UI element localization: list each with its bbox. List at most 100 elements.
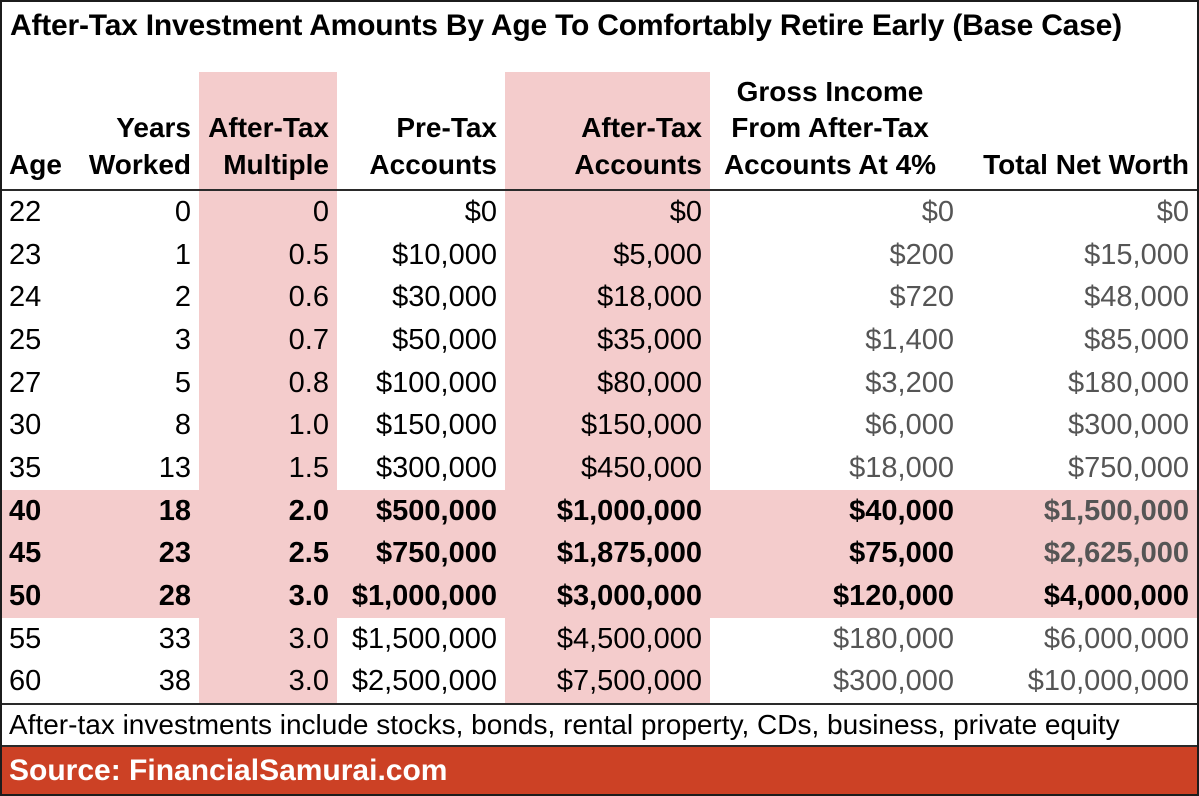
table-cell-years_worked: 38 <box>158 665 191 698</box>
table-cell-gross_income_4pct: $1,400 <box>865 323 954 356</box>
table-cell-after_tax_multiple: 2.5 <box>199 532 337 576</box>
table-cell-pre_tax_accounts: $50,000 <box>392 323 497 356</box>
table-cell-pre_tax_accounts: $100,000 <box>376 366 497 399</box>
table-cell-after_tax_multiple: 0.6 <box>199 276 337 320</box>
column-header-gross-income: Gross Income From After-Tax Accounts At … <box>723 75 937 180</box>
table-cell-after_tax_multiple: 0.7 <box>199 319 337 362</box>
table-cell-after_tax_accounts: $7,500,000 <box>505 660 710 704</box>
table-cell-age: 22 <box>9 195 42 228</box>
table-cell-years_worked: 28 <box>87 575 199 618</box>
table-cell-after_tax_accounts: $3,000,000 <box>505 575 710 618</box>
table-cell-age: 24 <box>9 281 42 314</box>
source-bar: Source: FinancialSamurai.com <box>2 747 1197 794</box>
table-cell-gross_income_4pct: $120,000 <box>710 575 962 618</box>
table-cell-gross_income_4pct: $18,000 <box>849 451 954 484</box>
table-cell-total_net_worth: $0 <box>1156 195 1189 228</box>
table-cell-gross_income_4pct: $75,000 <box>710 532 962 576</box>
table-cell-total_net_worth: $300,000 <box>1068 409 1189 442</box>
table-cell-after_tax_accounts: $35,000 <box>505 319 710 362</box>
table-row: 50 28 3.0 $1,000,000 $3,000,000 $120,000 $4,00… <box>2 575 1197 618</box>
table-cell-after_tax_accounts: $5,000 <box>505 233 710 277</box>
table-cell-years_worked: 13 <box>158 451 191 484</box>
table-cell-gross_income_4pct: $3,200 <box>865 366 954 399</box>
column-header-age: Age <box>9 148 62 180</box>
table-cell-pre_tax_accounts: $150,000 <box>376 409 497 442</box>
table-cell-pre_tax_accounts: $30,000 <box>392 281 497 314</box>
table-cell-total_net_worth: $48,000 <box>1084 281 1189 314</box>
column-header-total-net-worth: Total Net Worth <box>983 148 1189 180</box>
table-cell-years_worked: 2 <box>174 281 191 314</box>
column-header-after-tax-multiple: After-Tax Multiple <box>199 72 337 189</box>
table-cell-total_net_worth: $15,000 <box>1084 238 1189 271</box>
table-cell-total_net_worth: $1,500,000 <box>962 489 1197 533</box>
table-row: 60 38 3.0 $2,500,000 $7,500,000 $300,000 $10,0… <box>2 660 1197 704</box>
table-cell-years_worked: 8 <box>174 409 191 442</box>
table-cell-after_tax_accounts: $1,000,000 <box>505 489 710 533</box>
table-cell-age: 27 <box>9 366 42 399</box>
table-cell-after_tax_multiple: 3.0 <box>199 617 337 661</box>
table-cell-age: 55 <box>9 622 42 655</box>
table-cell-total_net_worth: $4,000,000 <box>962 575 1197 618</box>
table-row: 35 13 1.5 $300,000 $450,000 $18,000 $750,000 <box>2 447 1197 490</box>
table-cell-after_tax_accounts: $450,000 <box>505 447 710 490</box>
footnote: After-tax investments include stocks, bo… <box>2 703 1197 747</box>
table-row: 45 23 2.5 $750,000 $1,875,000 $75,000 $2,625,0… <box>2 532 1197 576</box>
table-title: After-Tax Investment Amounts By Age To C… <box>10 9 1122 42</box>
table-cell-after_tax_multiple: 0.8 <box>199 361 337 405</box>
table-cell-after_tax_multiple: 1.5 <box>199 447 337 490</box>
table-cell-years_worked: 5 <box>174 366 191 399</box>
table-cell-after_tax_accounts: $80,000 <box>505 361 710 405</box>
table-cell-gross_income_4pct: $300,000 <box>833 665 954 698</box>
table-cell-years_worked: 1 <box>174 238 191 271</box>
table-cell-age: 35 <box>9 451 42 484</box>
table-row: 24 2 0.6 $30,000 $18,000 $720 $48,000 <box>2 276 1197 320</box>
table-cell-pre_tax_accounts: $2,500,000 <box>351 665 497 698</box>
table-cell-age: 30 <box>9 409 42 442</box>
table-cell-pre_tax_accounts: $300,000 <box>376 451 497 484</box>
table-cell-gross_income_4pct: $0 <box>921 195 954 228</box>
table-cell-total_net_worth: $180,000 <box>1068 366 1189 399</box>
column-header-years-worked: Years Worked <box>88 112 191 180</box>
table-cell-age: 45 <box>2 532 87 576</box>
table-row: 23 1 0.5 $10,000 $5,000 $200 $15,000 <box>2 233 1197 277</box>
table-cell-age: 40 <box>2 489 87 533</box>
table-cell-pre_tax_accounts: $750,000 <box>337 532 505 576</box>
table-cell-gross_income_4pct: $200 <box>889 238 954 271</box>
column-header-after-tax-accounts: After-Tax Accounts <box>505 72 710 189</box>
table-cell-total_net_worth: $10,000,000 <box>1027 665 1189 698</box>
table-body: 22 0 0 $0 $0 $0 $0 23 1 0.5 $10,000 $5,000 $200 $15,0… <box>2 191 1197 704</box>
table-cell-after_tax_accounts: $1,875,000 <box>505 532 710 576</box>
table-cell-total_net_worth: $750,000 <box>1068 451 1189 484</box>
table-row: 25 3 0.7 $50,000 $35,000 $1,400 $85,000 <box>2 319 1197 362</box>
table-cell-gross_income_4pct: $6,000 <box>865 409 954 442</box>
table-cell-gross_income_4pct: $720 <box>889 281 954 314</box>
table-cell-after_tax_accounts: $150,000 <box>505 404 710 448</box>
table-cell-gross_income_4pct: $40,000 <box>710 489 962 533</box>
table-cell-years_worked: 0 <box>174 195 191 228</box>
table-header-row: Age Years Worked After-Tax Multiple Pre-… <box>2 72 1197 191</box>
table-cell-gross_income_4pct: $180,000 <box>833 622 954 655</box>
table-cell-pre_tax_accounts: $500,000 <box>337 489 505 533</box>
table-cell-total_net_worth: $6,000,000 <box>1043 622 1189 655</box>
table-cell-age: 60 <box>9 665 42 698</box>
table-row: 40 18 2.0 $500,000 $1,000,000 $40,000 $1,500,0… <box>2 489 1197 533</box>
table-cell-age: 50 <box>2 575 87 618</box>
table-cell-after_tax_multiple: 3.0 <box>199 575 337 618</box>
table-row: 55 33 3.0 $1,500,000 $4,500,000 $180,000 $6,00… <box>2 617 1197 661</box>
table-cell-total_net_worth: $2,625,000 <box>962 532 1197 576</box>
table-cell-pre_tax_accounts: $1,000,000 <box>337 575 505 618</box>
table-cell-years_worked: 23 <box>87 532 199 576</box>
table-cell-pre_tax_accounts: $10,000 <box>392 238 497 271</box>
table-cell-years_worked: 3 <box>174 323 191 356</box>
table-row: 30 8 1.0 $150,000 $150,000 $6,000 $300,000 <box>2 404 1197 448</box>
table-cell-pre_tax_accounts: $1,500,000 <box>351 622 497 655</box>
column-header-pre-tax-accounts: Pre-Tax Accounts <box>369 112 497 180</box>
table-cell-after_tax_multiple: 2.0 <box>199 489 337 533</box>
table-cell-after_tax_multiple: 3.0 <box>199 660 337 704</box>
table-cell-years_worked: 18 <box>87 489 199 533</box>
table-cell-age: 23 <box>9 238 42 271</box>
table-cell-years_worked: 33 <box>158 622 191 655</box>
source-label: Source: FinancialSamurai.com <box>9 753 448 787</box>
table-cell-after_tax_accounts: $0 <box>505 191 710 234</box>
